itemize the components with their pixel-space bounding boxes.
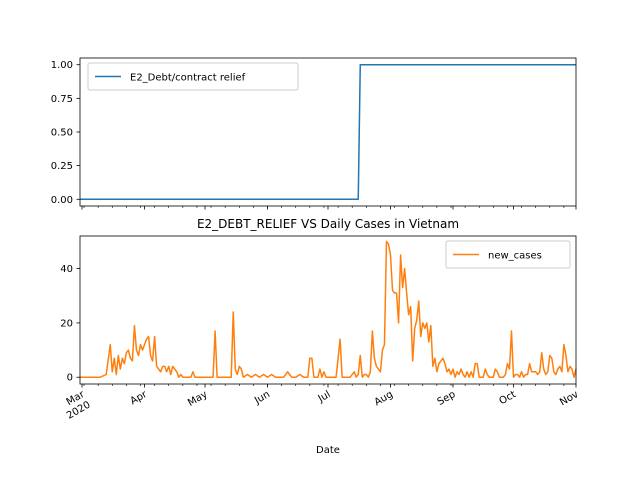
top-y-axis-ticks: 0.00 0.25 0.50 0.75 1.00	[51, 60, 80, 206]
bottom-y-tick-label: 20	[60, 318, 73, 329]
top-y-tick-label: 0.25	[51, 161, 73, 172]
top-y-tick-label: 0.00	[51, 195, 73, 206]
top-y-tick-label: 1.00	[51, 60, 73, 71]
top-subplot: 0.00 0.25 0.50 0.75 1.00 E2_Debt/contract re…	[51, 57, 577, 210]
top-series-layer	[80, 63, 576, 201]
bottom-series-line-0	[80, 240, 577, 378]
bottom-y-axis-ticks: 0 20 40	[60, 264, 80, 384]
bottom-legend-box	[445, 240, 571, 269]
top-legend-box	[87, 62, 299, 91]
bottom-y-tick-label: 40	[60, 264, 73, 275]
top-y-tick-label: 0.75	[51, 94, 73, 105]
bottom-y-tick-label: 0	[67, 373, 73, 384]
top-legend: E2_Debt/contract relief	[87, 62, 299, 91]
top-series-line-0	[80, 63, 576, 201]
bottom-legend: new_cases	[445, 240, 571, 269]
top-plot-frame	[79, 57, 577, 207]
bottom-series-layer	[80, 240, 577, 378]
top-legend-label: E2_Debt/contract relief	[130, 73, 246, 84]
bottom-legend-label: new_cases	[488, 251, 542, 262]
x-axis-label: Date	[316, 445, 340, 456]
top-y-tick-label: 0.50	[51, 128, 73, 139]
chart-title: E2_DEBT_RELIEF VS Daily Cases in Vietnam	[197, 217, 459, 231]
bottom-plot-frame	[79, 235, 577, 385]
